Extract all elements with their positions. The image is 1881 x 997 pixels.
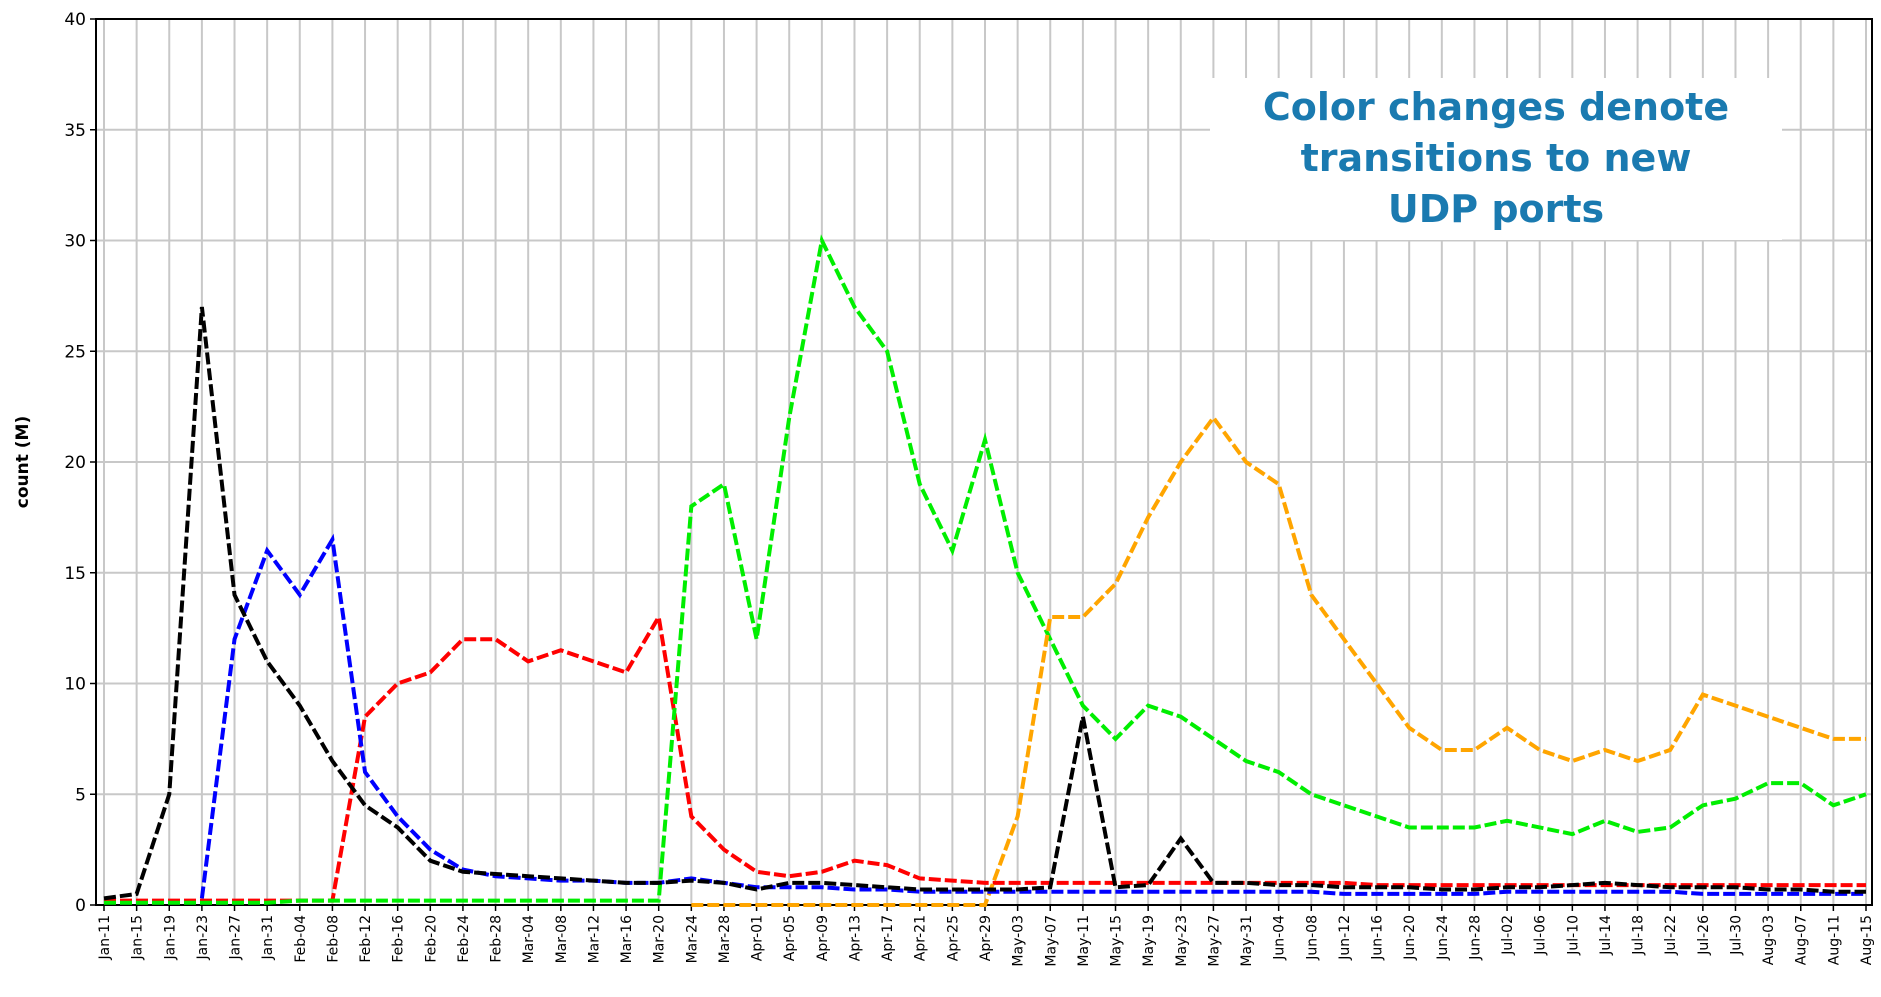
x-tick-label: May-19 [1141,915,1157,967]
series-line [104,234,1867,905]
x-tick-label: Feb-04 [293,915,309,963]
annotation-box [1210,78,1782,240]
x-tick-label: Apr-09 [815,915,831,961]
x-tick-label: Mar-16 [619,915,635,963]
x-tick-label: Jul-02 [1500,915,1516,956]
x-tick-label: Apr-13 [847,915,863,961]
y-tick-label: 40 [64,10,86,30]
x-tick-label: May-27 [1206,915,1222,967]
x-tick-label: May-31 [1239,915,1255,967]
x-tick-label: Mar-12 [586,915,602,963]
x-tick-label: Jan-15 [130,915,146,960]
y-tick-label: 10 [64,675,86,695]
x-tick-label: Feb-28 [489,915,505,963]
y-tick-label: 30 [64,232,86,252]
y-tick-label: 25 [64,342,86,362]
x-tick-label: Apr-17 [880,915,896,961]
x-tick-label: Aug-03 [1761,915,1777,965]
x-tick-label: Jun-28 [1467,915,1483,961]
x-tick-label: Apr-21 [913,915,929,961]
x-tick-label: May-11 [1076,915,1092,967]
x-tick-label: Mar-08 [554,915,570,963]
x-tick-label: Feb-20 [423,915,439,963]
x-tick-label: Aug-11 [1826,915,1842,965]
annotation: transitions to new [1301,136,1692,180]
x-tick-label: Jul-14 [1598,915,1614,956]
y-tick-label: 5 [75,785,86,805]
x-tick-label: May-23 [1174,915,1190,967]
x-tick-label: Jun-20 [1402,915,1418,961]
x-tick-label: May-07 [1043,915,1059,967]
x-tick-label: Mar-20 [652,915,668,963]
x-tick-label: Jan-27 [228,915,244,960]
annotation: UDP ports [1388,187,1604,231]
series-line [103,306,1866,901]
x-tick-label: Mar-24 [684,915,700,963]
x-tick-label: May-03 [1011,915,1027,967]
x-tick-label: Jun-04 [1272,915,1288,961]
x-tick-label: Mar-04 [521,915,537,963]
x-tick-label: Jul-06 [1533,915,1549,956]
x-tick-label: Feb-16 [391,915,407,963]
x-tick-label: Jul-18 [1631,915,1647,956]
x-tick-label: Apr-29 [978,915,994,961]
x-tick-label: Aug-07 [1794,915,1810,965]
x-tick-label: Jul-22 [1663,915,1679,956]
y-tick-label: 35 [64,121,86,141]
x-tick-label: Jun-12 [1337,915,1353,961]
x-tick-label: Feb-24 [456,915,472,963]
x-tick-label: Jul-30 [1728,915,1744,956]
y-axis-label: count (M) [13,416,33,508]
x-tick-label: Apr-25 [945,915,961,961]
x-tick-label: Mar-28 [717,915,733,963]
x-tick-label: May-15 [1109,915,1125,967]
y-tick-label: 15 [64,564,86,584]
x-tick-label: Jul-10 [1565,915,1581,956]
series-line [691,414,1866,907]
x-tick-label: Jan-31 [260,915,276,960]
x-tick-label: Feb-12 [358,915,374,963]
y-tick-label: 20 [64,453,86,473]
x-tick-label: Apr-01 [750,915,766,961]
x-tick-label: Jun-08 [1304,915,1320,961]
x-tick-label: Jul-26 [1696,915,1712,956]
x-tick-label: Aug-15 [1859,915,1875,965]
x-tick-label: Jun-24 [1435,915,1451,961]
x-tick-label: Jan-23 [195,915,211,960]
x-tick-label: Apr-05 [782,915,798,961]
annotation: Color changes denote [1263,85,1729,129]
x-tick-label: Jan-19 [162,915,178,960]
x-tick-label: Feb-08 [325,915,341,963]
y-tick-label: 0 [75,896,86,916]
x-tick-label: Jun-16 [1370,915,1386,961]
x-tick-label: Jan-11 [97,915,113,960]
